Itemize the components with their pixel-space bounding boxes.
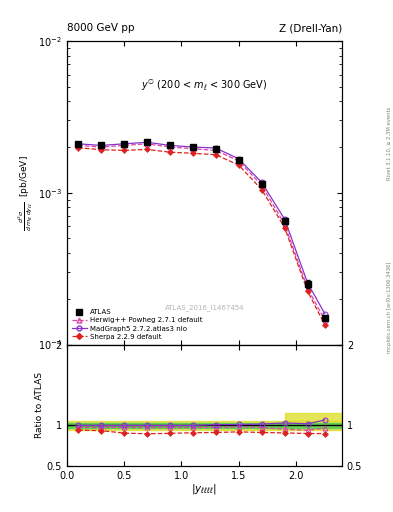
Text: 8000 GeV pp: 8000 GeV pp	[67, 23, 134, 33]
Text: mcplots.cern.ch [arXiv:1306.3436]: mcplots.cern.ch [arXiv:1306.3436]	[387, 262, 391, 353]
Y-axis label: Ratio to ATLAS: Ratio to ATLAS	[35, 372, 44, 438]
Text: $y^{\emptyset}$ (200 < $m_{\ell}$ < 300 GeV): $y^{\emptyset}$ (200 < $m_{\ell}$ < 300 …	[141, 77, 268, 93]
Text: Rivet 3.1.10, ≥ 2.3M events: Rivet 3.1.10, ≥ 2.3M events	[387, 106, 391, 180]
Legend: ATLAS, Herwig++ Powheg 2.7.1 default, MadGraph5 2.7.2.atlas3 nlo, Sherpa 2.2.9 d: ATLAS, Herwig++ Powheg 2.7.1 default, Ma…	[70, 308, 204, 341]
Text: ATLAS_2016_I1467454: ATLAS_2016_I1467454	[165, 305, 244, 311]
Text: Z (Drell-Yan): Z (Drell-Yan)	[279, 23, 342, 33]
X-axis label: $|y_{\ell\ell\ell\ell}|$: $|y_{\ell\ell\ell\ell}|$	[191, 482, 217, 496]
Y-axis label: $\frac{d^2\sigma}{d\,m_{\ell\ell}\,dy_{\ell\ell}}$  [pb/GeV]: $\frac{d^2\sigma}{d\,m_{\ell\ell}\,dy_{\…	[17, 155, 35, 230]
